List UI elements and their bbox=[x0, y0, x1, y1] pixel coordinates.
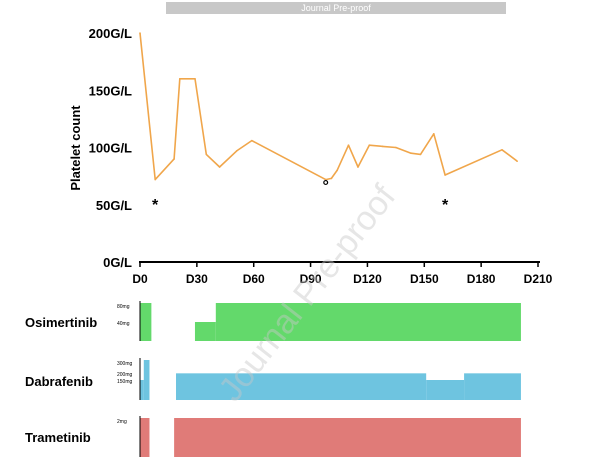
data-point bbox=[357, 166, 359, 168]
dabrafenib-dose-tick-label: 200mg bbox=[117, 372, 133, 378]
data-point bbox=[330, 177, 333, 180]
platelet-series-line bbox=[139, 32, 518, 181]
y-tick-label: 50G/L bbox=[96, 198, 132, 213]
trametinib-dose-chart: Trametinib 2mg bbox=[25, 416, 521, 457]
osimertinib-dose-bar bbox=[140, 303, 152, 341]
data-point bbox=[194, 78, 196, 80]
data-point bbox=[235, 150, 238, 152]
osimertinib-dose-bar bbox=[194, 322, 216, 341]
data-point bbox=[324, 178, 327, 181]
y-tick-label: 200G/L bbox=[89, 26, 132, 41]
annotation-mark: * bbox=[442, 197, 449, 214]
annotation-mark: * bbox=[152, 197, 159, 214]
journal-banner-text: Journal Pre-proof bbox=[301, 3, 371, 13]
data-point bbox=[501, 148, 503, 151]
x-tick-label: D90 bbox=[300, 272, 322, 286]
data-point bbox=[218, 166, 221, 168]
data-point bbox=[154, 178, 156, 181]
y-axis-label: Platelet count bbox=[68, 105, 83, 191]
annotation-mark: ° bbox=[323, 178, 329, 195]
x-tick-label: D60 bbox=[243, 272, 265, 286]
data-point bbox=[516, 160, 518, 163]
data-point bbox=[347, 144, 350, 147]
dabrafenib-dose-bar bbox=[143, 360, 150, 400]
data-point bbox=[251, 139, 253, 142]
data-point bbox=[139, 32, 141, 34]
data-point bbox=[395, 146, 397, 149]
dabrafenib-dose-bar bbox=[140, 380, 144, 400]
y-tick-label: 0G/L bbox=[103, 255, 132, 270]
data-point bbox=[381, 145, 384, 148]
data-point bbox=[173, 158, 175, 160]
journal-banner-bg bbox=[166, 2, 506, 14]
osimertinib-dose-bar bbox=[215, 303, 521, 341]
x-tick-label: D210 bbox=[524, 272, 553, 286]
dabrafenib-dose-bar bbox=[426, 380, 465, 400]
data-point bbox=[444, 174, 446, 176]
x-tick-label: D150 bbox=[410, 272, 439, 286]
osimertinib-dose-tick-label: 80mg bbox=[117, 304, 130, 310]
data-point bbox=[419, 153, 422, 156]
data-point bbox=[368, 144, 371, 147]
y-tick-label: 150G/L bbox=[89, 83, 132, 98]
dabrafenib-dose-tick-label: 300mg bbox=[117, 361, 133, 367]
x-tick-label: D120 bbox=[353, 272, 382, 286]
x-tick-label: D180 bbox=[467, 272, 496, 286]
data-point bbox=[432, 132, 435, 135]
trametinib-dose-tick-label: 2mg bbox=[117, 419, 127, 425]
trametinib-label: Trametinib bbox=[25, 430, 91, 445]
platelet-line-chart: D0 D30 D60 D90 D120 D150 D180 D210 0G/L 50G/L 100G… bbox=[68, 26, 553, 286]
trametinib-dose-bar bbox=[174, 418, 521, 457]
dabrafenib-dose-tick-label: 150mg bbox=[117, 379, 133, 385]
osimertinib-label: Osimertinib bbox=[25, 315, 97, 330]
x-tick-label: D0 bbox=[132, 272, 148, 286]
osimertinib-dose-tick-label: 40mg bbox=[117, 321, 130, 327]
x-tick-label: D30 bbox=[186, 272, 208, 286]
data-point bbox=[336, 169, 338, 172]
dabrafenib-dose-bar bbox=[176, 373, 427, 400]
data-point bbox=[179, 78, 181, 80]
data-point bbox=[205, 153, 208, 156]
osimertinib-dose-chart: Osimertinib 40mg 80mg bbox=[25, 301, 521, 341]
trametinib-dose-bar bbox=[140, 418, 150, 457]
data-point bbox=[410, 152, 412, 155]
y-tick-label: 100G/L bbox=[89, 141, 132, 156]
journal-banner: Journal Pre-proof bbox=[166, 2, 506, 14]
dabrafenib-label: Dabrafenib bbox=[25, 374, 93, 389]
dabrafenib-dose-bar bbox=[464, 373, 521, 400]
